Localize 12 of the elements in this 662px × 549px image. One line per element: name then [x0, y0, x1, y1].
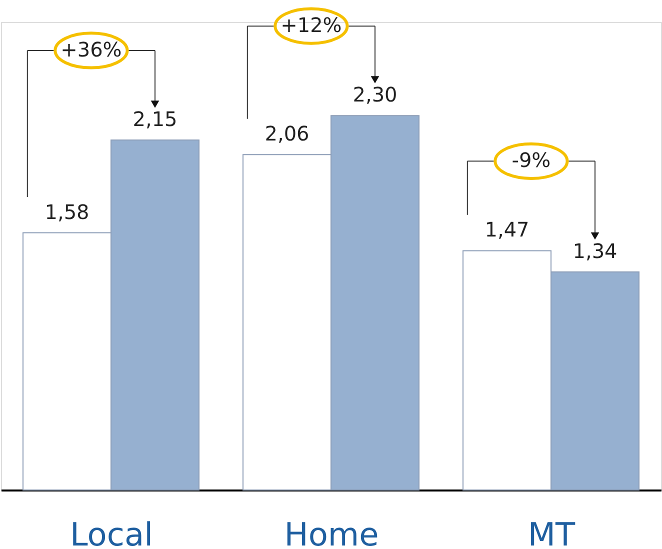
data-label: 2,06 — [264, 122, 310, 146]
data-label: 1,34 — [572, 238, 618, 263]
x-tick-label: Local — [70, 516, 153, 549]
data-label: 1,47 — [484, 218, 530, 242]
data-label: 1,58 — [44, 200, 90, 224]
data-label: 2,30 — [352, 82, 398, 107]
text: +36% — [60, 37, 122, 62]
data-label: 2,15 — [132, 107, 178, 132]
annotation: -9% — [512, 148, 551, 172]
x-tick-label: MT — [528, 516, 576, 549]
x-tick-label: Home — [284, 516, 379, 549]
text: +12% — [280, 13, 342, 38]
